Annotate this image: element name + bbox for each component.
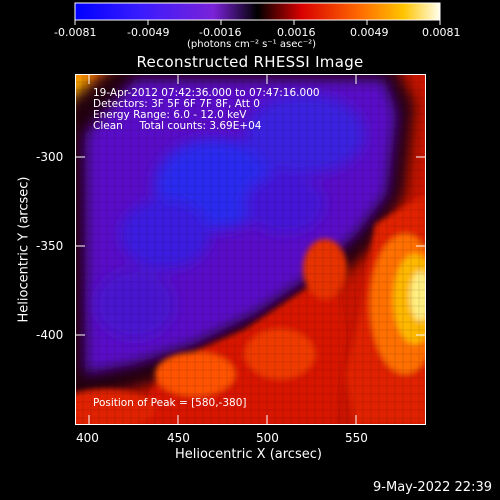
y-axis-label: Heliocentric Y (arcsec) [16, 176, 32, 323]
x-tick-label: 500 [256, 431, 279, 445]
info-energy-range: Energy Range: 6.0 - 12.0 keV [93, 109, 247, 121]
colorbar-unit-label: (photons cm⁻² s⁻¹ asec⁻²) [187, 39, 317, 50]
x-axis-label: Heliocentric X (arcsec) [175, 447, 322, 462]
info-time-range: 19-Apr-2012 07:42:36.000 to 07:47:16.000 [93, 87, 320, 99]
info-peak-position: Position of Peak = [580,-380] [93, 397, 247, 409]
x-tick-label: 400 [76, 431, 99, 445]
colorbar-tick-label: -0.0081 [54, 26, 97, 39]
colorbar-gradient [74, 2, 441, 21]
colorbar-tick-label: 0.0081 [422, 26, 461, 39]
x-tick-label: 550 [345, 431, 368, 445]
plot-title: Reconstructed RHESSI Image [136, 53, 364, 71]
colorbar-tick-label: -0.0016 [199, 26, 242, 39]
colorbar-tick-label: 0.0016 [277, 26, 316, 39]
axis-ticks [75, 74, 426, 425]
colorbar-ticks [74, 20, 441, 25]
y-tick-label: -400 [36, 328, 64, 342]
colorbar-tick-label: 0.0049 [350, 26, 389, 39]
x-tick-label: 450 [167, 431, 190, 445]
colorbar-tick-label: -0.0049 [127, 26, 170, 39]
footer-timestamp: 9-May-2022 22:39 [373, 480, 492, 495]
colorbar [74, 2, 441, 25]
rhessi-image [75, 74, 426, 425]
y-tick-label: -350 [36, 239, 64, 253]
y-tick-label: -300 [36, 150, 64, 164]
info-detectors: Detectors: 3F 5F 6F 7F 8F, Att 0 [93, 98, 260, 110]
info-total-counts: Clean Total counts: 3.69E+04 [93, 120, 262, 132]
plot-frame [75, 74, 426, 425]
